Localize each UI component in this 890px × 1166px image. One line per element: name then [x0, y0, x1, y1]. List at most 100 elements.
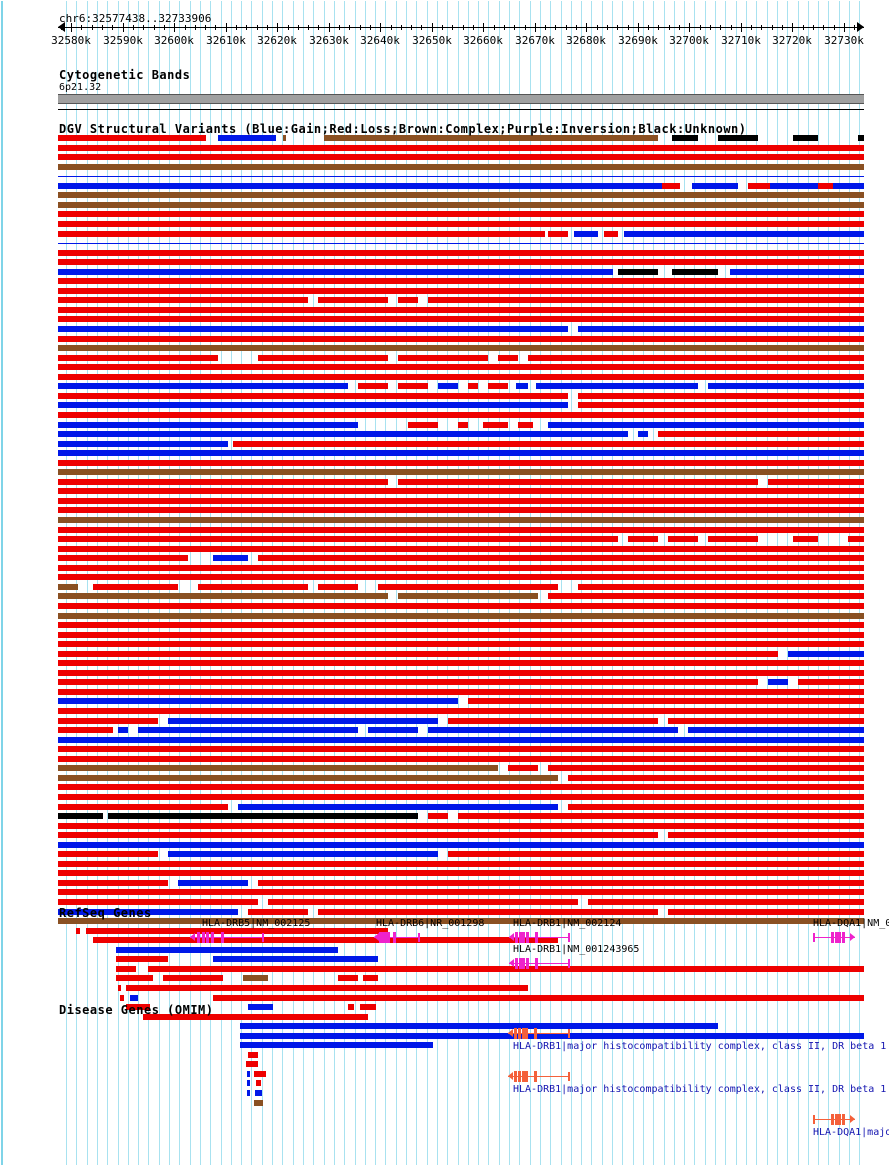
dgv-variant-segment[interactable]: [58, 555, 188, 562]
dgv-variant-segment[interactable]: [58, 268, 613, 275]
dgv-variant-segment[interactable]: [688, 727, 864, 734]
dgv-variant-segment[interactable]: [518, 421, 533, 428]
dgv-variant-segment[interactable]: [58, 220, 864, 227]
dgv-variant-segment[interactable]: [58, 832, 658, 839]
dgv-variant-segment[interactable]: [116, 946, 338, 953]
dgv-variant-segment[interactable]: [672, 268, 718, 275]
dgv-variant-segment[interactable]: [268, 899, 578, 905]
dgv-variant-segment[interactable]: [58, 755, 864, 762]
dgv-variant-segment[interactable]: [428, 297, 864, 304]
dgv-variant-segment[interactable]: [833, 182, 864, 189]
dgv-variant-segment[interactable]: [58, 249, 864, 256]
dgv-variant-segment[interactable]: [58, 564, 864, 571]
dgv-variant-segment[interactable]: [116, 956, 168, 963]
dgv-variant-segment[interactable]: [848, 536, 864, 543]
dgv-variant-segment[interactable]: [428, 813, 448, 820]
dgv-variant-segment[interactable]: [548, 230, 568, 237]
dgv-variant-segment[interactable]: [58, 851, 158, 858]
dgv-variant-segment[interactable]: [58, 650, 778, 657]
dgv-variant-segment[interactable]: [458, 421, 468, 428]
dgv-variant-segment[interactable]: [58, 889, 864, 896]
dgv-variant-segment[interactable]: [58, 583, 78, 590]
dgv-variant-segment[interactable]: [770, 182, 818, 189]
dgv-variant-segment[interactable]: [628, 536, 658, 543]
dgv-variant-segment[interactable]: [58, 517, 864, 523]
dgv-variant-segment[interactable]: [58, 774, 558, 781]
dgv-variant-segment[interactable]: [668, 908, 864, 915]
gene-model[interactable]: [508, 1070, 570, 1084]
dgv-variant-segment[interactable]: [240, 1023, 718, 1030]
dgv-variant-segment[interactable]: [58, 870, 864, 877]
dgv-variant-segment[interactable]: [768, 679, 788, 686]
dgv-variant-segment[interactable]: [658, 431, 864, 438]
dgv-variant-segment[interactable]: [574, 230, 598, 237]
dgv-variant-segment[interactable]: [58, 345, 864, 352]
dgv-variant-segment[interactable]: [58, 402, 568, 409]
dgv-variant-segment[interactable]: [240, 1032, 864, 1039]
dgv-variant-segment[interactable]: [168, 851, 438, 858]
dgv-variant-segment[interactable]: [240, 1042, 433, 1049]
dgv-variant-segment[interactable]: [243, 975, 268, 982]
dgv-variant-segment[interactable]: [398, 478, 758, 485]
dgv-variant-segment[interactable]: [58, 259, 864, 266]
dgv-variant-segment[interactable]: [247, 1070, 250, 1077]
dgv-variant-segment[interactable]: [58, 154, 864, 161]
dgv-variant-segment[interactable]: [398, 593, 538, 600]
dgv-variant-segment[interactable]: [58, 431, 628, 438]
gene-model[interactable]: [509, 957, 570, 971]
dgv-variant-segment[interactable]: [368, 727, 418, 734]
dgv-variant-segment[interactable]: [498, 354, 518, 361]
dgv-variant-segment[interactable]: [578, 583, 864, 590]
dgv-variant-segment[interactable]: [718, 182, 738, 189]
dgv-variant-segment[interactable]: [58, 507, 864, 514]
dgv-variant-segment[interactable]: [248, 908, 308, 915]
dgv-variant-segment[interactable]: [116, 965, 136, 972]
dgv-variant-segment[interactable]: [86, 927, 388, 934]
dgv-variant-segment[interactable]: [58, 803, 228, 810]
dgv-variant-segment[interactable]: [793, 135, 818, 141]
dgv-variant-segment[interactable]: [818, 182, 833, 189]
dgv-variant-segment[interactable]: [58, 899, 258, 905]
dgv-variant-segment[interactable]: [168, 717, 438, 724]
gene-model[interactable]: [508, 1027, 570, 1041]
dgv-variant-segment[interactable]: [58, 717, 158, 724]
dgv-variant-segment[interactable]: [213, 555, 248, 562]
dgv-variant-segment[interactable]: [58, 736, 864, 743]
dgv-variant-segment[interactable]: [58, 440, 228, 447]
dgv-variant-segment[interactable]: [604, 230, 618, 237]
dgv-variant-segment[interactable]: [638, 431, 648, 438]
dgv-variant-segment[interactable]: [58, 478, 388, 485]
dgv-variant-segment[interactable]: [338, 975, 358, 982]
dgv-variant-segment[interactable]: [58, 163, 864, 170]
dgv-variant-segment[interactable]: [588, 899, 864, 905]
dgv-variant-segment[interactable]: [398, 297, 418, 304]
dgv-variant-segment[interactable]: [58, 297, 308, 304]
dgv-variant-segment[interactable]: [58, 641, 864, 648]
dgv-variant-segment[interactable]: [58, 784, 864, 791]
dgv-variant-segment[interactable]: [468, 383, 478, 390]
dgv-variant-segment[interactable]: [130, 994, 138, 1001]
dgv-variant-segment[interactable]: [58, 392, 568, 399]
dgv-variant-segment[interactable]: [798, 679, 864, 686]
dgv-variant-segment[interactable]: [126, 984, 528, 991]
dgv-variant-segment[interactable]: [358, 383, 388, 390]
dgv-variant-segment[interactable]: [428, 727, 678, 734]
dgv-variant-segment[interactable]: [258, 354, 388, 361]
dgv-variant-segment[interactable]: [76, 927, 80, 934]
dgv-variant-segment[interactable]: [624, 230, 864, 237]
dgv-variant-segment[interactable]: [58, 373, 864, 380]
dgv-variant-segment[interactable]: [58, 469, 864, 476]
dgv-variant-segment[interactable]: [93, 583, 178, 590]
dgv-variant-segment[interactable]: [458, 813, 864, 820]
dgv-variant-segment[interactable]: [58, 727, 113, 734]
dgv-variant-segment[interactable]: [248, 1004, 273, 1011]
dgv-variant-segment[interactable]: [708, 536, 758, 543]
dgv-variant-segment[interactable]: [548, 421, 864, 428]
dgv-variant-segment[interactable]: [58, 708, 864, 714]
dgv-variant-segment[interactable]: [58, 383, 348, 390]
dgv-variant-segment[interactable]: [58, 545, 864, 552]
dgv-variant-segment[interactable]: [348, 1004, 354, 1011]
dgv-variant-segment[interactable]: [120, 994, 124, 1001]
dgv-variant-segment[interactable]: [213, 994, 864, 1001]
dgv-variant-segment[interactable]: [58, 211, 864, 218]
